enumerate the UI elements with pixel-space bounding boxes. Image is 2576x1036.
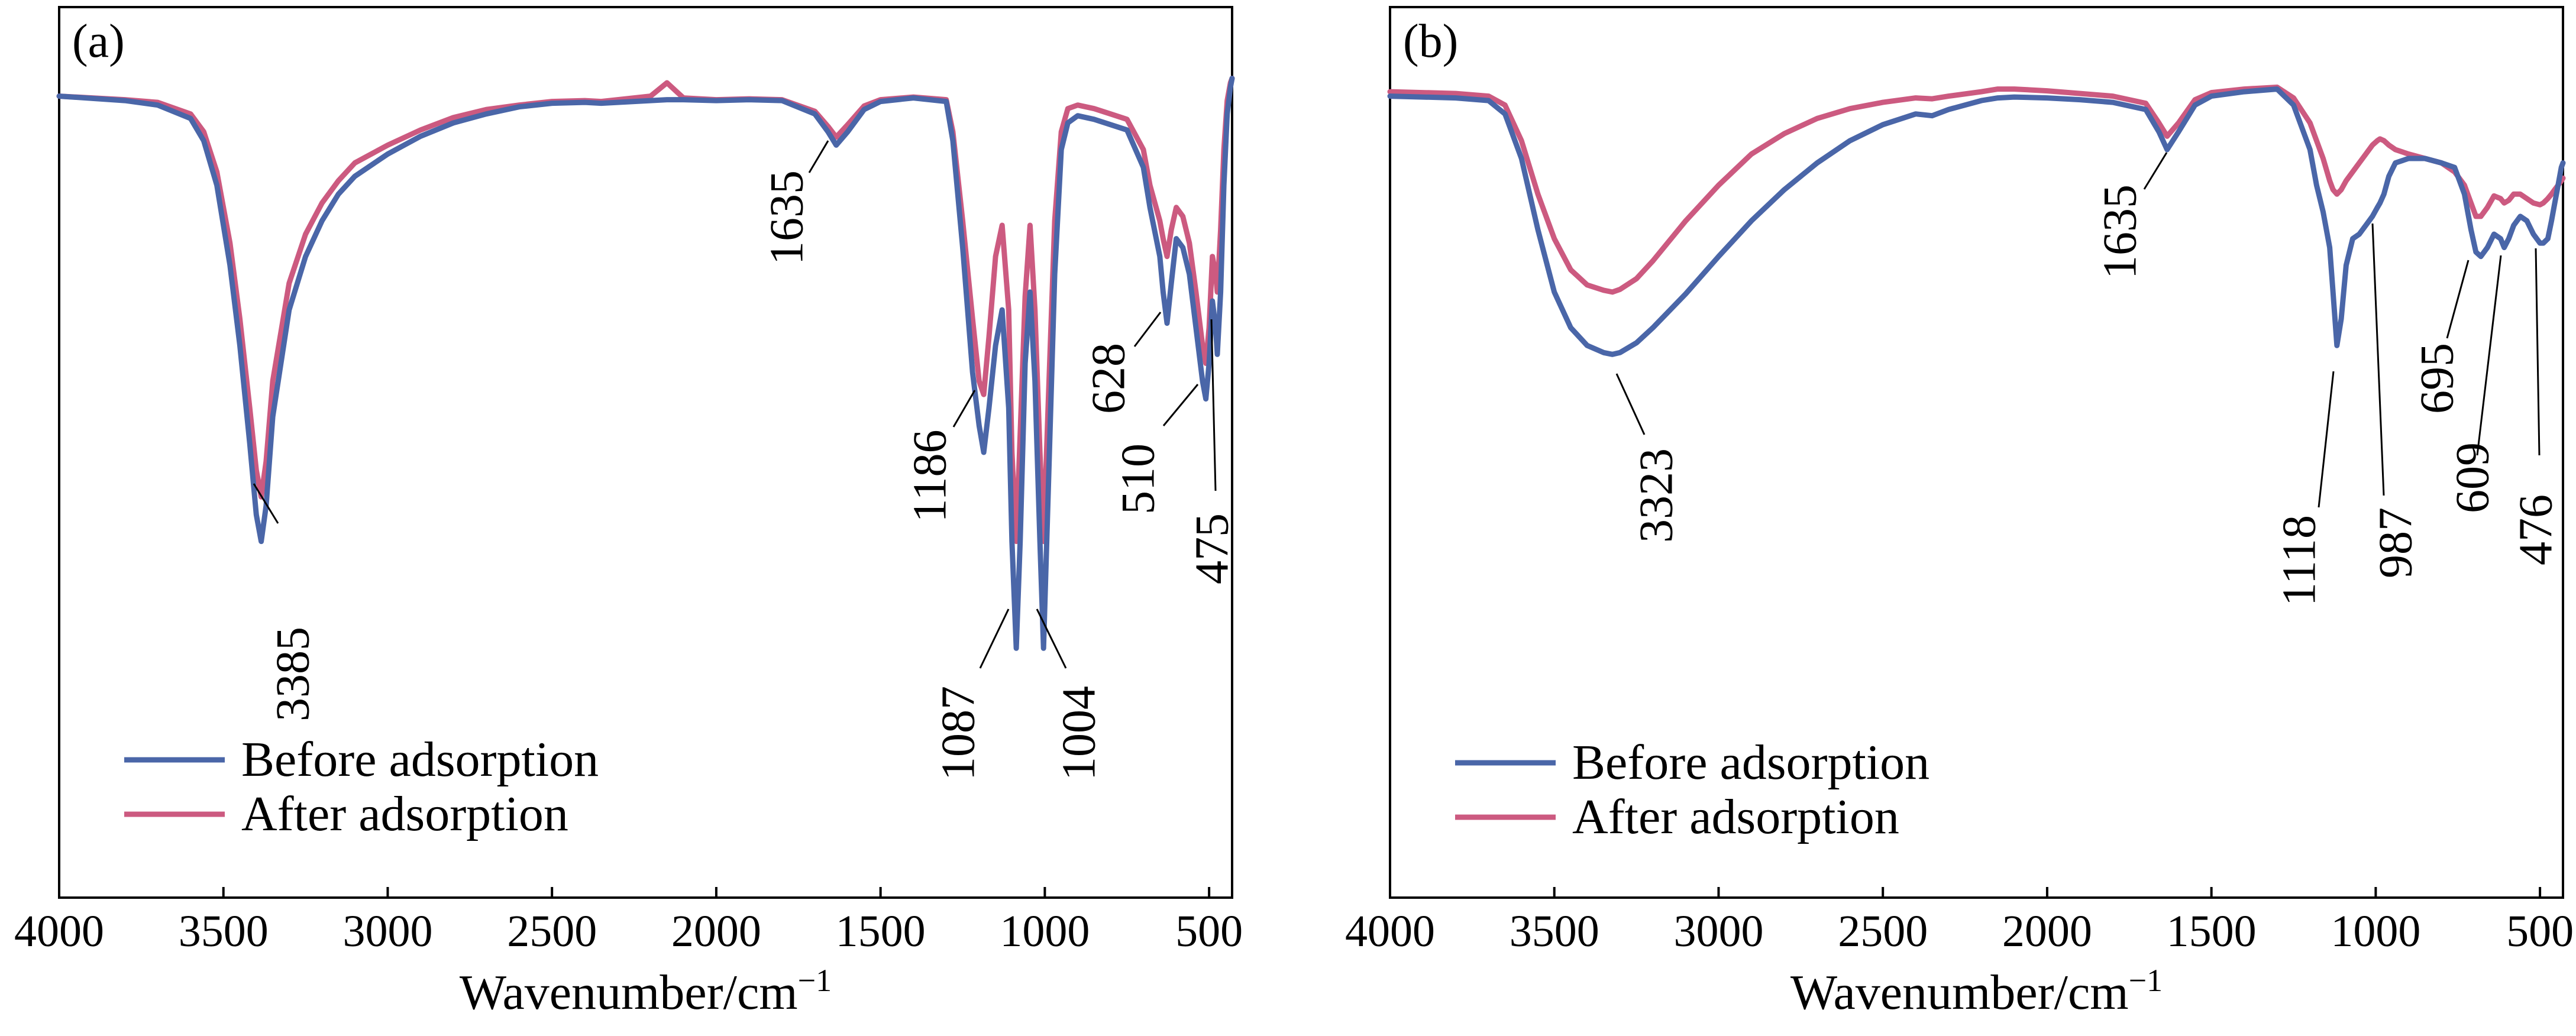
peak-label: 1087	[932, 686, 984, 781]
peak-label: 1118	[2273, 515, 2325, 606]
peak-leader-line	[2143, 152, 2168, 190]
peak-leader-line	[1162, 384, 1199, 426]
series-line-after-adsorption	[1387, 85, 2566, 295]
x-tick-label: 3500	[179, 906, 269, 956]
x-axis-label: Wavenumber/cm−1	[1790, 963, 2163, 1020]
peak-leader-line	[1133, 312, 1162, 347]
peak-label: 3385	[267, 627, 319, 721]
peak-leader-line	[253, 483, 279, 524]
x-tick-label: 1500	[2167, 906, 2257, 956]
chart-panel-b: 4000 3500 3000 2500 2000 1500 1000 500 Wavenumbe…	[1345, 6, 2574, 1020]
series-line-after-adsorption	[56, 76, 1235, 545]
panel-tag: (a)	[72, 15, 125, 67]
x-tick-label: 500	[2506, 906, 2574, 956]
peak-leader-line	[952, 390, 976, 428]
x-axis-label: Wavenumber/cm−1	[460, 963, 832, 1020]
peak-leader-line	[1210, 319, 1217, 491]
x-tick-label: 1000	[1000, 906, 1090, 956]
x-tick-label: 3500	[1510, 906, 1599, 956]
x-tick-label: 3000	[1673, 906, 1763, 956]
legend-label-after: After adsorption	[1572, 789, 1899, 844]
peak-label: 628	[1082, 343, 1135, 414]
peak-leader-line	[2476, 255, 2502, 456]
plot-frame	[1389, 6, 2564, 899]
peak-leader-line	[2535, 248, 2541, 456]
peak-label: 1004	[1053, 686, 1105, 781]
peak-label: 3323	[1630, 448, 1682, 543]
series-line-before-adsorption	[56, 76, 1235, 651]
x-tick-label: 500	[1175, 906, 1243, 956]
x-tick-label: 4000	[1345, 906, 1435, 956]
peak-label: 475	[1186, 513, 1238, 584]
x-tick-label: 2500	[1838, 906, 1928, 956]
peak-label: 1635	[761, 170, 813, 265]
legend-label-before: Before adsorption	[1572, 735, 1929, 790]
peak-label: 1186	[904, 429, 956, 522]
panel-tag: (b)	[1403, 15, 1458, 67]
x-tick-label: 3000	[342, 906, 432, 956]
x-tick-label: 4000	[14, 906, 104, 956]
peak-label: 476	[2510, 494, 2562, 565]
plot-frame	[58, 6, 1233, 899]
peak-leader-line	[979, 608, 1010, 669]
peak-label: 695	[2411, 343, 2463, 414]
x-tick-label: 2500	[507, 906, 597, 956]
legend-label-after: After adsorption	[241, 786, 568, 841]
peak-leader-line	[2318, 371, 2335, 508]
peak-leader-line	[1615, 373, 1646, 435]
series-line-before-adsorption	[1387, 86, 2566, 357]
x-tick-label: 1000	[2331, 906, 2420, 956]
x-tick-label: 1500	[836, 906, 926, 956]
x-tick-label: 2000	[671, 906, 761, 956]
peak-label: 987	[2370, 507, 2422, 578]
peak-leader-line	[2446, 260, 2470, 339]
legend-label-before: Before adsorption	[241, 732, 599, 787]
peak-label: 1635	[2094, 184, 2146, 279]
peak-leader-line	[1036, 608, 1067, 669]
peak-label: 609	[2446, 442, 2499, 513]
peak-label: 510	[1112, 443, 1164, 514]
peak-leader-line	[808, 140, 829, 173]
chart-panel-a: 4000 3500 3000 2500 2000 1500 1000 500 Wavenumbe…	[14, 6, 1243, 1020]
peak-leader-line	[2371, 223, 2385, 496]
x-tick-label: 2000	[2002, 906, 2092, 956]
